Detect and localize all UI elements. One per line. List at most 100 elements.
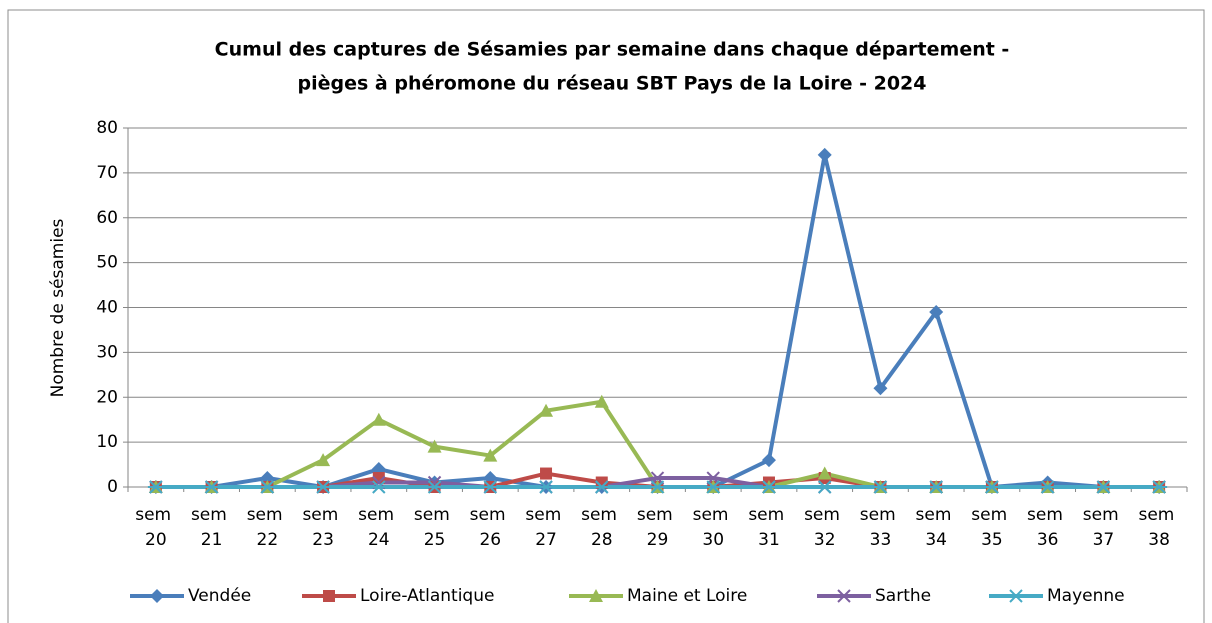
x-tick-label: sem 37 — [1083, 505, 1124, 550]
x-tick-label-line: 35 — [981, 530, 1003, 550]
x-tick-label: sem 35 — [971, 505, 1012, 550]
marker — [589, 589, 603, 602]
marker — [760, 480, 777, 494]
y-tick-label: 80 — [96, 118, 118, 138]
legend-label: Sarthe — [875, 586, 931, 606]
y-tick-label: 0 — [107, 477, 118, 497]
x-tick-label: sem 24 — [358, 505, 399, 550]
x-tick-label: sem 34 — [916, 505, 957, 550]
chart-title: pièges à phéromone du réseau SBT Pays de… — [298, 73, 927, 95]
marker — [817, 147, 832, 162]
marker — [538, 480, 555, 494]
legend-item: Vendée — [130, 586, 251, 606]
marker — [595, 476, 608, 489]
y-tick-label: 50 — [96, 253, 118, 273]
x-tick-label-line: 25 — [424, 530, 446, 550]
x-tick-label: sem 32 — [804, 505, 845, 550]
legend-item: Maine et Loire — [569, 586, 747, 606]
marker — [540, 467, 553, 480]
y-tick-label: 30 — [96, 342, 118, 362]
marker — [761, 453, 776, 468]
x-tick-label-line: 21 — [201, 530, 223, 550]
marker — [203, 480, 220, 494]
marker — [1095, 480, 1112, 494]
marker — [983, 480, 1000, 494]
x-tick-label-line: 38 — [1148, 530, 1170, 550]
y-tick-label: 60 — [96, 208, 118, 228]
marker — [316, 453, 331, 467]
marker — [427, 439, 442, 453]
x-tick-label: sem 29 — [637, 505, 678, 550]
marker — [873, 381, 888, 396]
x-tick-label-line: 29 — [647, 530, 669, 550]
x-tick-label-line: sem — [637, 505, 678, 525]
marker — [483, 448, 498, 462]
x-tick-label-line: sem — [1083, 505, 1124, 525]
x-tick-label-line: sem — [804, 505, 845, 525]
marker — [929, 304, 944, 319]
marker — [323, 590, 335, 602]
legend-label: Maine et Loire — [627, 586, 747, 606]
x-tick-label-line: 23 — [312, 530, 334, 550]
x-tick-label-line: 20 — [145, 530, 167, 550]
x-tick-label-line: sem — [1138, 505, 1179, 525]
x-tick-label: sem 26 — [470, 505, 511, 550]
legend-item: Sarthe — [817, 586, 931, 606]
x-tick-label-line: sem — [302, 505, 343, 525]
legend-item: Mayenne — [989, 586, 1125, 606]
x-tick-label-line: 34 — [925, 530, 947, 550]
x-tick-label-line: 30 — [702, 530, 724, 550]
marker — [594, 394, 609, 408]
x-tick-label: sem 25 — [414, 505, 455, 550]
marker — [1008, 589, 1024, 603]
x-tick-label: sem 30 — [693, 505, 734, 550]
marker — [539, 403, 554, 417]
y-tick-label: 70 — [96, 163, 118, 183]
marker — [1039, 480, 1056, 494]
x-tick-label-line: sem — [414, 505, 455, 525]
x-tick-label: sem 31 — [748, 505, 789, 550]
x-tick-label-line: sem — [916, 505, 957, 525]
x-tick-label: sem 36 — [1027, 505, 1068, 550]
x-tick-label: sem 23 — [302, 505, 343, 550]
chart-frame — [7, 9, 1205, 623]
x-tick-label-line: sem — [693, 505, 734, 525]
marker — [150, 589, 164, 603]
x-tick-label-line: 22 — [257, 530, 279, 550]
y-tick-label: 20 — [96, 387, 118, 407]
marker — [816, 480, 833, 494]
marker — [370, 480, 387, 494]
marker — [259, 480, 276, 494]
x-tick-label: sem 22 — [247, 505, 288, 550]
x-tick-label-line: sem — [748, 505, 789, 525]
marker — [928, 480, 945, 494]
x-tick-label-line: sem — [470, 505, 511, 525]
marker — [1151, 480, 1168, 494]
x-tick-label-line: sem — [1027, 505, 1068, 525]
x-tick-label-line: 28 — [591, 530, 613, 550]
x-tick-label-line: 37 — [1093, 530, 1115, 550]
x-tick-label-line: sem — [358, 505, 399, 525]
x-tick-label-line: sem — [247, 505, 288, 525]
marker — [649, 480, 666, 494]
y-tick-label: 40 — [96, 298, 118, 318]
x-tick-label: sem 27 — [525, 505, 566, 550]
marker — [315, 480, 332, 494]
marker — [371, 412, 386, 426]
x-tick-label: sem 20 — [135, 505, 176, 550]
marker — [147, 480, 164, 494]
marker — [837, 589, 851, 603]
x-tick-label-line: sem — [581, 505, 622, 525]
x-tick-label: sem 28 — [581, 505, 622, 550]
y-tick-label: 10 — [96, 432, 118, 452]
marker — [482, 480, 499, 494]
y-axis-label: Nombre de sésamies — [48, 218, 68, 397]
x-tick-label-line: sem — [525, 505, 566, 525]
x-tick-label-line: 31 — [758, 530, 780, 550]
x-tick-label-line: sem — [971, 505, 1012, 525]
marker — [593, 480, 610, 494]
x-tick-label-line: 36 — [1037, 530, 1059, 550]
x-tick-label-line: 27 — [535, 530, 557, 550]
x-tick-label-line: sem — [191, 505, 232, 525]
